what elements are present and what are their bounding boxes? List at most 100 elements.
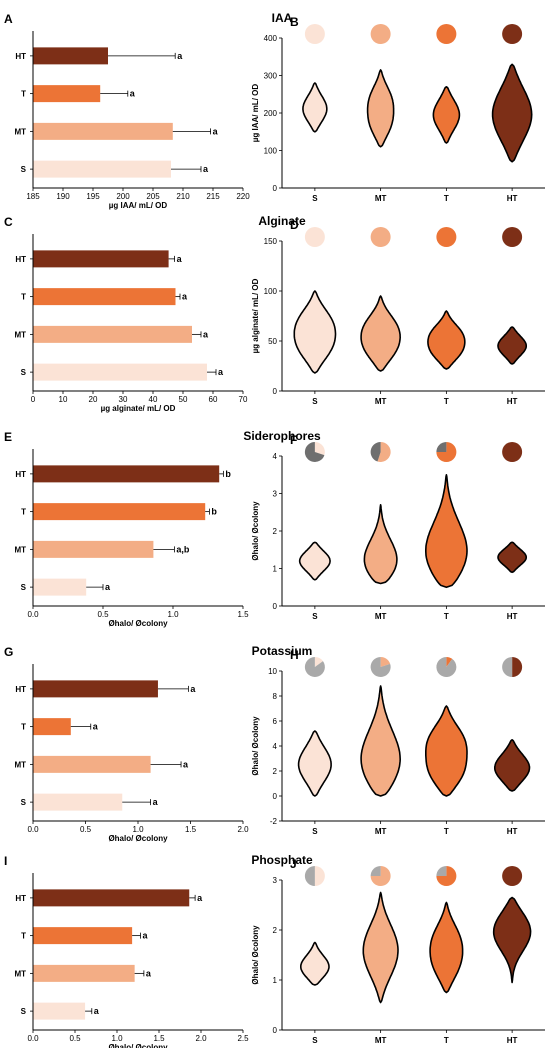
pie-slice	[446, 657, 453, 667]
x-tick-label: 40	[149, 395, 158, 404]
category-label: HT	[15, 894, 26, 903]
significance-label: a	[213, 126, 219, 136]
x-tick-label: 0.5	[97, 610, 109, 619]
bar	[33, 250, 169, 268]
y-tick-label: 400	[264, 34, 278, 43]
pie-slice	[436, 24, 457, 44]
violin	[429, 901, 464, 994]
pie-slice	[436, 866, 447, 876]
pie-slice	[377, 442, 391, 462]
category-label: T	[21, 293, 26, 302]
y-tick-label: 2	[273, 767, 278, 776]
x-tick-label: 1.5	[185, 825, 197, 834]
y-tick-label: 2	[273, 527, 278, 536]
category-label: T	[444, 194, 449, 203]
bar	[33, 503, 206, 521]
violin	[494, 739, 531, 792]
significance-label: a	[177, 51, 183, 61]
x-tick-label: 200	[116, 192, 130, 201]
violin-panel-B: B S MT T HT 0 100 200 300 400 µg IAA/ mL/ OD	[251, 15, 545, 203]
violin-panel-J: J S MT T HT 0 1 2 3 Øhalo/ Øcolony	[251, 857, 545, 1045]
category-label: MT	[14, 760, 26, 769]
bar	[33, 363, 207, 381]
significance-label: a	[183, 759, 189, 769]
category-label: HT	[507, 827, 518, 836]
bar	[33, 964, 135, 982]
category-label: HT	[507, 397, 518, 406]
x-tick-label: 1.5	[237, 610, 249, 619]
violin	[363, 504, 398, 585]
x-tick-label: 205	[146, 192, 160, 201]
bar	[33, 325, 192, 343]
x-tick-label: 1.0	[132, 825, 144, 834]
category-label: MT	[14, 127, 26, 136]
x-tick-label: 220	[236, 192, 250, 201]
category-label: T	[444, 827, 449, 836]
section-title: Siderophores	[243, 429, 321, 443]
pie-slice	[436, 657, 457, 678]
pie-slice	[370, 442, 381, 462]
category-label: S	[312, 397, 318, 406]
y-tick-label: 100	[264, 287, 278, 296]
panel-letter: D	[290, 218, 299, 232]
category-label: S	[312, 194, 318, 203]
significance-label: a	[197, 893, 203, 903]
y-tick-label: 1	[273, 976, 278, 985]
pie-slice	[436, 442, 447, 452]
x-tick-label: 30	[119, 395, 128, 404]
significance-label: a	[177, 254, 183, 264]
violin	[366, 69, 395, 148]
y-tick-label: 0	[273, 1026, 278, 1035]
violin	[362, 891, 399, 1004]
x-tick-label: 0	[31, 395, 36, 404]
significance-label: a	[203, 164, 209, 174]
pie-slice	[502, 866, 523, 886]
y-tick-label: 100	[264, 147, 278, 156]
significance-label: a	[94, 1006, 100, 1016]
category-label: MT	[375, 397, 387, 406]
category-label: HT	[15, 52, 26, 61]
y-tick-label: -2	[270, 817, 278, 826]
category-label: T	[21, 508, 26, 517]
significance-label: a	[105, 582, 111, 592]
significance-label: b	[225, 469, 231, 479]
violin	[297, 730, 332, 797]
violin	[427, 310, 466, 370]
x-tick-label: 0.5	[80, 825, 92, 834]
violin	[300, 941, 330, 986]
section-title: IAA	[272, 11, 293, 25]
y-axis-title: Øhalo/ Øcolony	[251, 925, 260, 985]
x-tick-label: 215	[206, 192, 220, 201]
category-label: MT	[14, 330, 26, 339]
x-tick-label: 0.5	[69, 1034, 81, 1043]
y-tick-label: 0	[273, 602, 278, 611]
significance-label: a	[182, 292, 188, 302]
violin	[360, 295, 401, 372]
x-tick-label: 1.5	[153, 1034, 165, 1043]
x-tick-label: 210	[176, 192, 190, 201]
x-tick-label: 20	[89, 395, 98, 404]
violin	[491, 63, 533, 163]
x-tick-label: 1.0	[111, 1034, 123, 1043]
pie-slice	[304, 866, 315, 886]
y-tick-label: 0	[273, 387, 278, 396]
pie-slice	[304, 442, 325, 462]
panel-letter: J	[290, 857, 297, 871]
x-tick-label: 1.0	[167, 610, 179, 619]
violin	[302, 82, 328, 133]
pie-slice	[436, 866, 457, 886]
y-tick-label: 150	[264, 237, 278, 246]
bar-panel-G: G Potassium a HT a Ta MT a S 0.0 0.5 1.0 1.5 2.0 Øhalo…	[4, 644, 312, 843]
bar	[33, 122, 173, 140]
category-label: HT	[507, 1036, 518, 1045]
bar	[33, 540, 154, 558]
category-label: S	[21, 1007, 27, 1016]
violin	[293, 290, 337, 374]
y-tick-label: 8	[273, 692, 278, 701]
bar	[33, 578, 87, 596]
bar-panel-E: E Siderophores b HT b Ta,b MT a S 0.0 0.5 1.0 1.5 Øha…	[4, 429, 321, 628]
pie-slice	[380, 657, 391, 667]
pie-slice	[512, 657, 523, 677]
section-title: Potassium	[252, 644, 313, 658]
y-tick-label: 0	[273, 792, 278, 801]
